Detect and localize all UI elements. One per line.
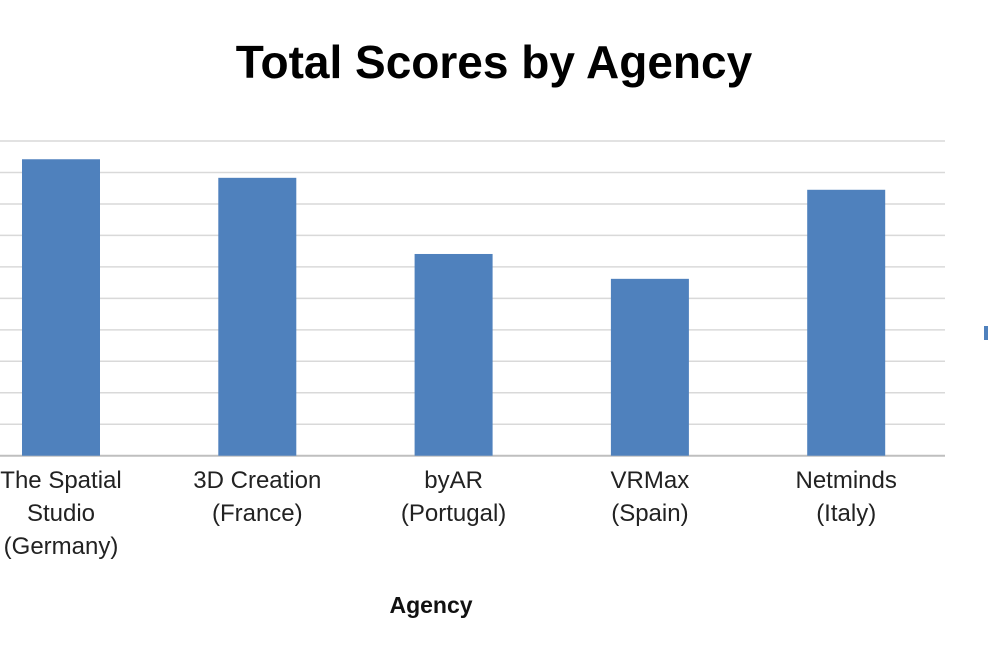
bars: [22, 159, 886, 456]
x-tick-labels: The Spatial Studio (Germany) 3D Creation (Fr…: [0, 467, 897, 560]
x-tick-label: (France): [212, 500, 303, 527]
x-tick-label: (Portugal): [401, 500, 506, 527]
chart-title: Total Scores by Agency: [236, 36, 753, 88]
x-tick-label: 3D Creation: [193, 467, 321, 494]
x-tick-label: (Spain): [611, 500, 688, 527]
x-tick-label: Netminds: [796, 467, 897, 494]
bar: [610, 278, 689, 456]
x-tick-label: (Italy): [816, 500, 876, 527]
x-tick-label: byAR: [424, 467, 483, 494]
x-axis-title: Agency: [389, 592, 472, 618]
x-tick-label: Studio: [27, 500, 95, 527]
bar: [22, 159, 100, 456]
bar: [414, 253, 493, 456]
x-tick-label: The Spatial: [0, 467, 121, 494]
bar: [807, 189, 886, 456]
x-tick-label: (Germany): [4, 533, 119, 560]
legend-marker: [984, 326, 988, 340]
x-tick-label: VRMax: [611, 467, 690, 494]
bar: [218, 177, 297, 456]
